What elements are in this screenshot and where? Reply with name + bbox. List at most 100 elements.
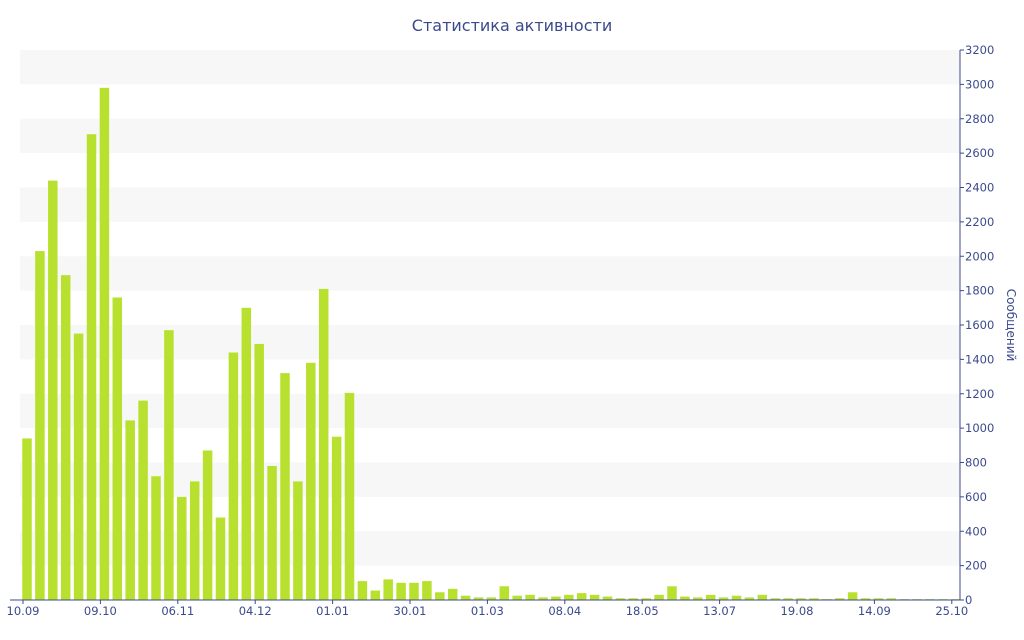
- bar: [693, 597, 703, 600]
- bar: [783, 598, 793, 600]
- bar: [744, 597, 755, 600]
- x-tick-label: 01.03: [471, 604, 504, 618]
- bar: [576, 593, 587, 601]
- grid-band: [20, 325, 960, 360]
- x-tick-label: 01.01: [316, 604, 349, 618]
- bar: [164, 330, 174, 600]
- bar: [151, 476, 161, 600]
- x-tick-label: 18.05: [626, 604, 659, 618]
- bar: [512, 595, 522, 600]
- bar: [667, 586, 677, 600]
- bar: [486, 597, 497, 600]
- bar: [499, 586, 510, 600]
- bar: [228, 352, 239, 600]
- bar: [847, 592, 858, 600]
- x-tick-label: 19.08: [781, 604, 814, 618]
- bar: [473, 597, 484, 600]
- bar: [241, 307, 252, 600]
- y-tick-label: 2600: [965, 146, 994, 160]
- y-tick-label: 2000: [965, 249, 994, 263]
- bar: [125, 420, 135, 600]
- x-tick-label: 30.01: [394, 604, 427, 618]
- bar: [654, 594, 664, 600]
- bar: [35, 251, 45, 600]
- bar: [73, 333, 84, 600]
- y-tick-label: 2400: [965, 181, 994, 195]
- bar: [370, 590, 381, 600]
- chart-title: Статистика активности: [412, 16, 612, 35]
- y-tick-label: 600: [965, 490, 987, 504]
- x-tick-label: 04.12: [239, 604, 272, 618]
- y-tick-label: 0: [965, 593, 972, 607]
- bar: [564, 594, 574, 600]
- grid-band: [20, 462, 960, 497]
- y-tick-label: 3200: [965, 43, 994, 57]
- bar: [112, 297, 123, 600]
- bar: [215, 517, 226, 600]
- bar: [809, 598, 819, 600]
- y-tick-label: 3000: [965, 77, 994, 91]
- bar: [86, 134, 97, 600]
- grid-band: [20, 187, 960, 222]
- bar: [331, 436, 342, 600]
- bar: [628, 598, 639, 600]
- x-tick-label: 10.09: [7, 604, 40, 618]
- x-tick-label: 13.07: [703, 604, 736, 618]
- bar: [357, 581, 368, 600]
- bar: [525, 594, 535, 600]
- grid-band: [20, 531, 960, 566]
- bar: [460, 595, 471, 600]
- bar: [280, 373, 290, 601]
- x-tick-label: 14.09: [858, 604, 891, 618]
- bar: [641, 598, 651, 600]
- bar: [705, 594, 716, 600]
- y-tick-label: 1400: [965, 352, 994, 366]
- bar: [860, 598, 871, 600]
- bar: [254, 343, 264, 600]
- x-tick-label: 08.04: [548, 604, 581, 618]
- bar: [680, 596, 690, 600]
- bar: [318, 288, 329, 600]
- bar: [757, 594, 768, 600]
- y-tick-label: 400: [965, 524, 987, 538]
- bar: [383, 579, 393, 601]
- bar: [538, 597, 548, 600]
- bar: [615, 598, 626, 600]
- grid-band: [20, 50, 960, 85]
- bar: [886, 598, 897, 600]
- bar: [138, 400, 148, 601]
- y-tick-label: 1000: [965, 421, 994, 435]
- bar: [48, 180, 58, 601]
- grid-band: [20, 256, 960, 291]
- grid-bands: [20, 50, 960, 566]
- bar: [718, 597, 729, 600]
- bar: [731, 595, 742, 600]
- y-tick-label: 1800: [965, 284, 994, 298]
- bar: [422, 581, 432, 600]
- bar: [396, 582, 406, 600]
- bar: [22, 438, 32, 600]
- grid-band: [20, 118, 960, 154]
- bar: [306, 362, 316, 600]
- y-tick-label: 1200: [965, 387, 994, 401]
- y-axis-label: Сообщений: [1004, 289, 1018, 362]
- bar: [551, 596, 561, 600]
- bar: [293, 481, 303, 600]
- bar: [834, 598, 845, 600]
- bar: [344, 392, 355, 600]
- bar: [770, 598, 780, 600]
- bars-group: [22, 87, 961, 601]
- x-tick-label: 06.11: [161, 604, 194, 618]
- bar: [202, 450, 213, 600]
- bar: [60, 275, 71, 600]
- bar: [447, 588, 458, 600]
- bar: [602, 596, 613, 600]
- grid-band: [20, 393, 960, 429]
- x-tick-label: 25.10: [935, 604, 968, 618]
- bar: [589, 594, 600, 600]
- bar: [177, 496, 187, 601]
- bar: [99, 87, 110, 600]
- y-tick-label: 2800: [965, 112, 994, 126]
- y-tick-label: 1600: [965, 318, 994, 332]
